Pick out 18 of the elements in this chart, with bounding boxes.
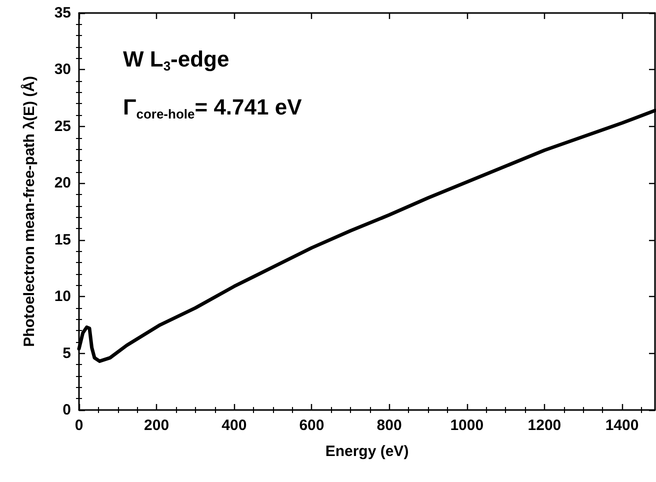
x-tick-label: 1000 [450, 417, 484, 434]
y-tick-label: 25 [54, 118, 71, 135]
y-tick-label: 15 [54, 231, 71, 248]
y-tick-label: 30 [54, 61, 71, 78]
x-tick-label: 0 [74, 417, 84, 434]
x-tick-label: 200 [144, 417, 170, 434]
y-tick-label: 35 [54, 4, 71, 22]
y-axis-title: Photoelectron mean-free-path λ(E) (Å) [20, 76, 38, 347]
x-tick-label: 800 [376, 417, 402, 434]
x-tick-label: 1400 [605, 417, 639, 434]
x-axis-title: Energy (eV) [325, 443, 409, 460]
y-tick-label: 10 [54, 288, 71, 306]
y-tick-label: 5 [62, 344, 71, 362]
x-tick-label: 1200 [528, 417, 562, 434]
y-tick-label: 20 [54, 174, 71, 192]
x-tick-label: 400 [222, 417, 247, 434]
x-tick-label: 600 [299, 417, 324, 434]
y-tick-label: 0 [62, 402, 71, 418]
